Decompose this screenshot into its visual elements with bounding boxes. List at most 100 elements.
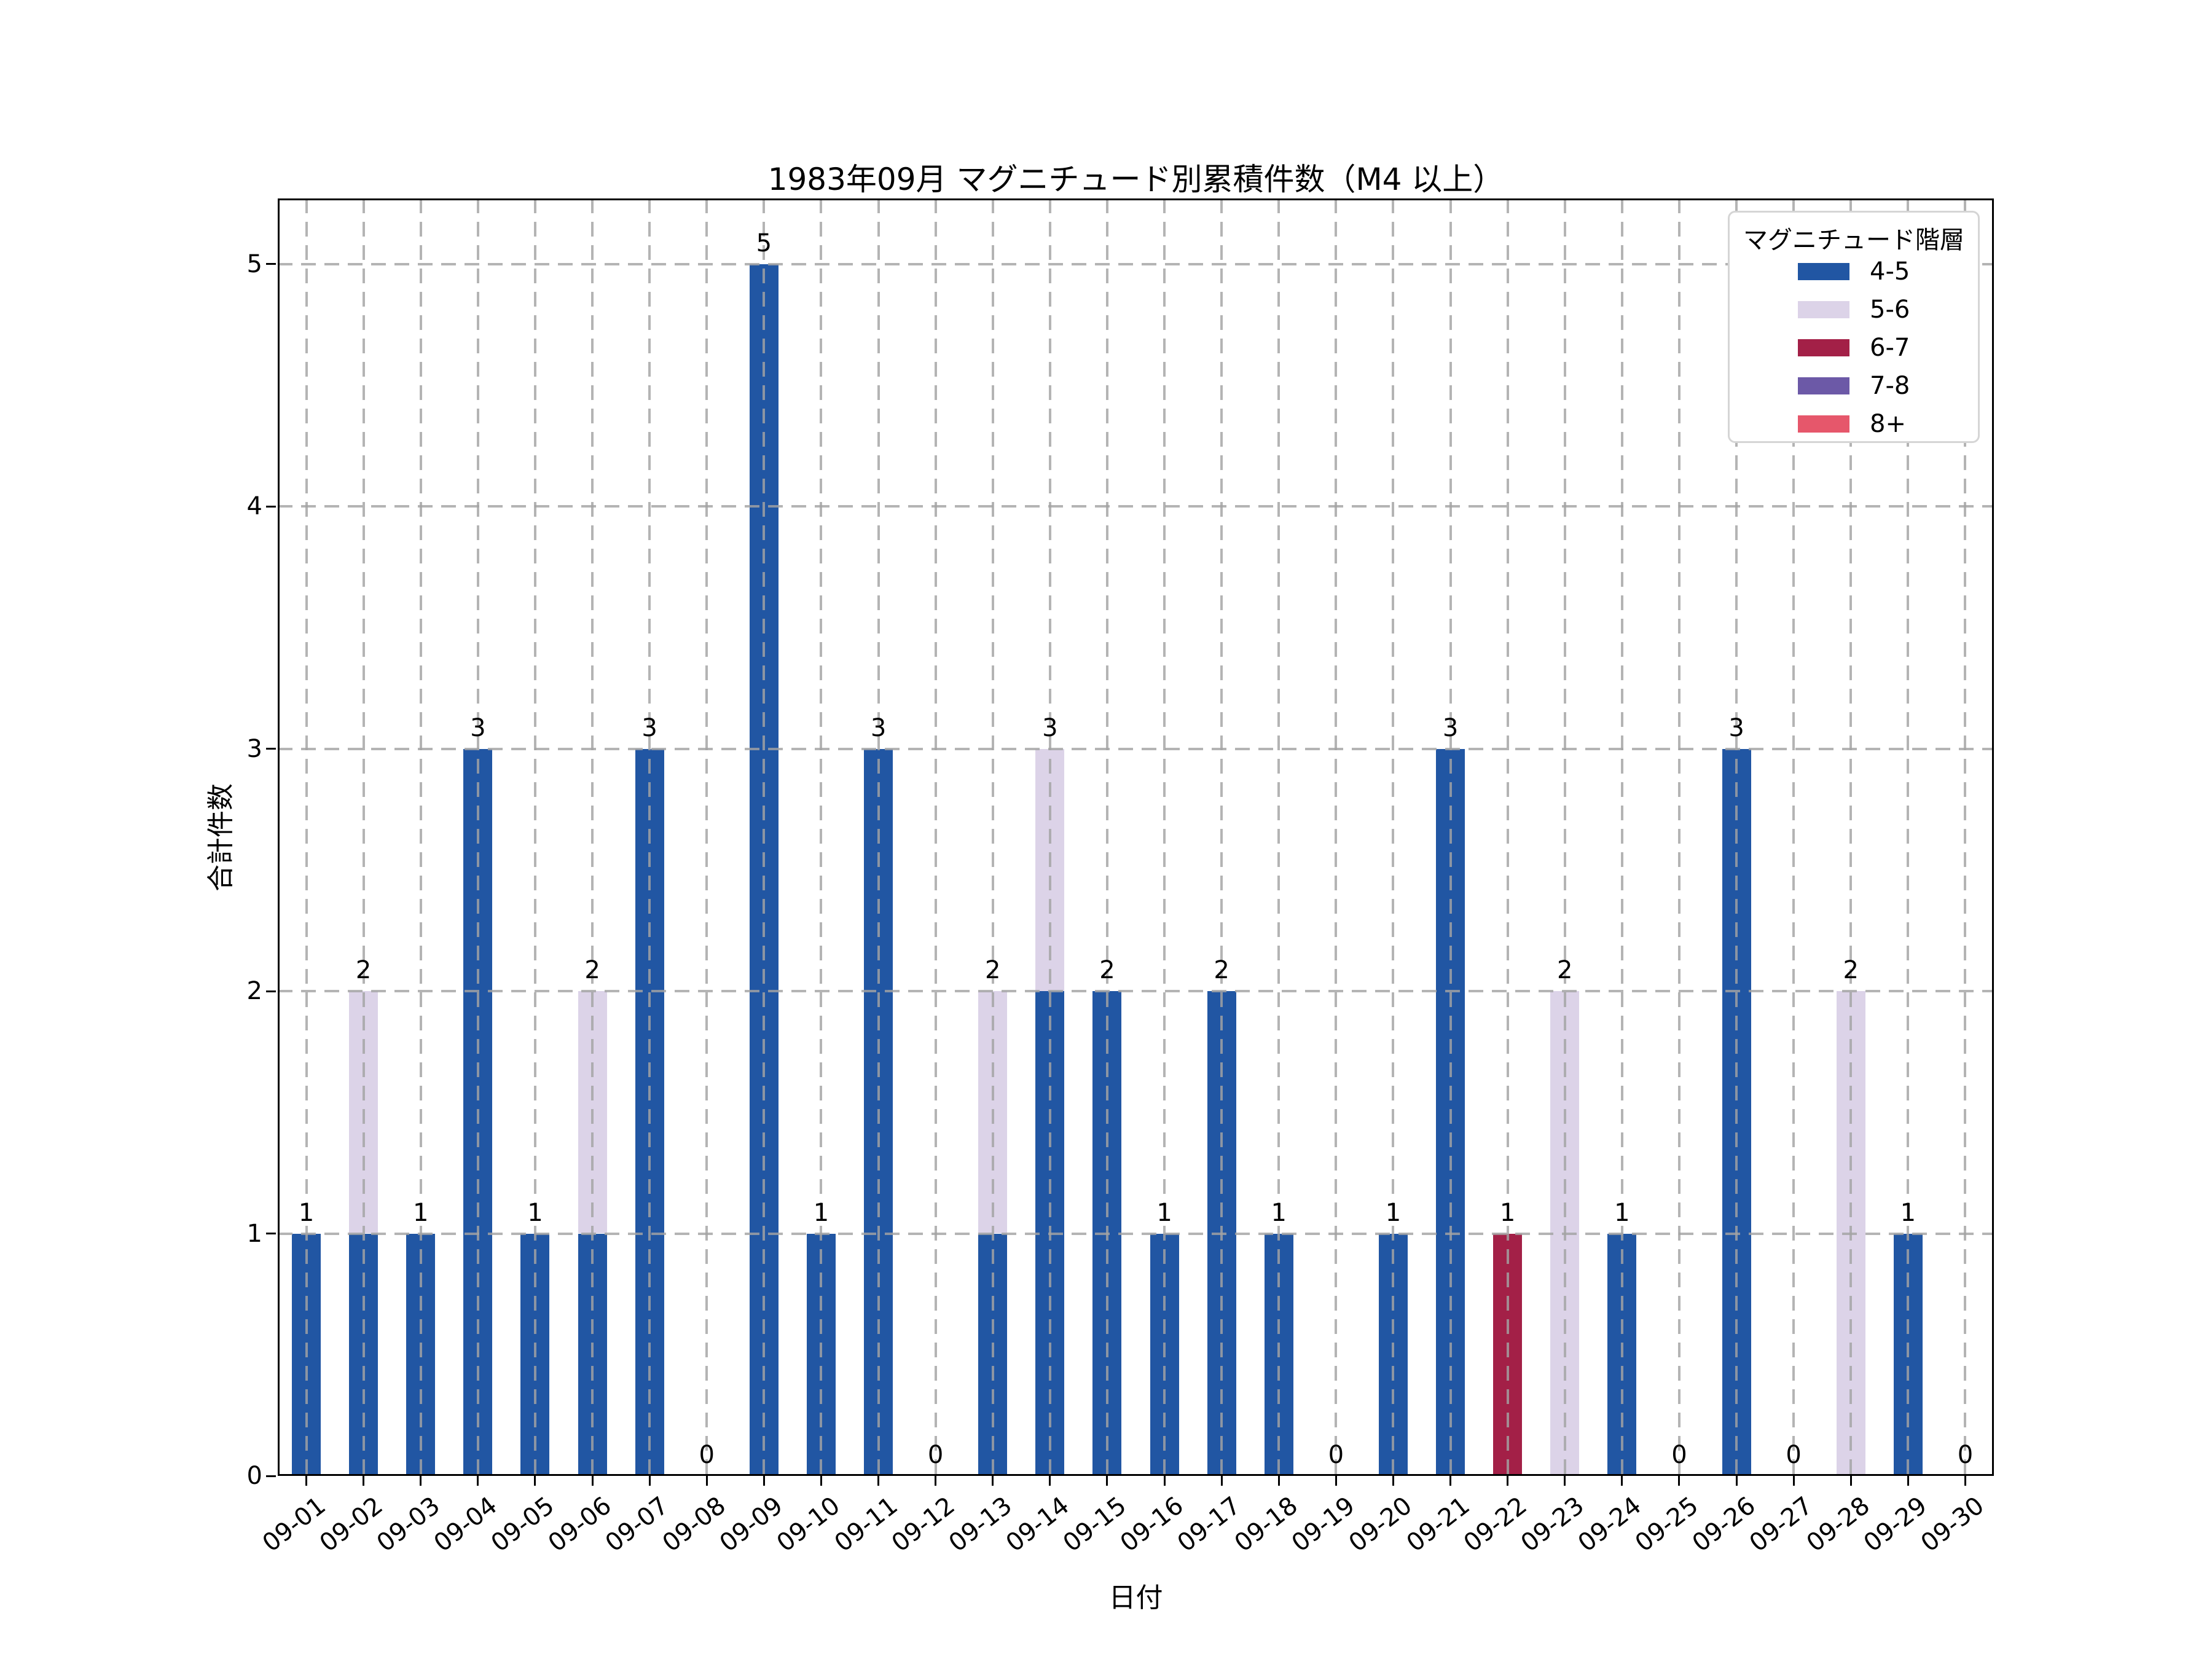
gridline-vertical-09-30 (1964, 198, 1967, 1476)
bar-total-label-09-15: 2 (1099, 956, 1115, 984)
bar-total-label-09-25: 0 (1671, 1441, 1687, 1469)
gridline-vertical-09-16 (1163, 198, 1166, 1476)
y-tick-label-3: 3 (246, 734, 262, 763)
gridline-vertical-09-23 (1563, 198, 1566, 1476)
x-tick-mark-09-06 (591, 1476, 594, 1486)
gridline-horizontal-1 (278, 1232, 1994, 1235)
gridline-vertical-09-08 (705, 198, 708, 1476)
bar-total-label-09-24: 1 (1614, 1198, 1630, 1227)
legend-label-7-8: 7-8 (1870, 372, 1910, 400)
bar-total-label-09-23: 2 (1557, 956, 1573, 984)
x-tick-mark-09-09 (763, 1476, 765, 1486)
x-tick-mark-09-14 (1049, 1476, 1051, 1486)
y-tick-label-2: 2 (246, 977, 262, 1005)
y-tick-mark-4 (266, 505, 276, 508)
x-tick-mark-09-25 (1678, 1476, 1681, 1486)
legend-swatch-5-6 (1798, 301, 1849, 318)
gridline-horizontal-4 (278, 505, 1994, 508)
gridline-vertical-09-07 (648, 198, 651, 1476)
legend-label-5-6: 5-6 (1870, 296, 1910, 324)
legend-title: マグニチュード階層 (1743, 226, 1964, 254)
y-tick-label-1: 1 (246, 1219, 262, 1248)
bar-total-label-09-17: 2 (1214, 956, 1230, 984)
bar-total-label-09-26: 3 (1728, 713, 1744, 742)
legend-swatch-6-7 (1798, 339, 1849, 356)
gridline-vertical-09-02 (362, 198, 365, 1476)
x-tick-mark-09-15 (1106, 1476, 1108, 1486)
x-tick-mark-09-07 (648, 1476, 651, 1486)
y-axis-label: 合計件数 (205, 783, 237, 892)
y-tick-mark-5 (266, 263, 276, 265)
gridline-vertical-09-14 (1048, 198, 1051, 1476)
x-tick-mark-09-08 (705, 1476, 708, 1486)
gridline-vertical-09-19 (1335, 198, 1338, 1476)
bar-total-label-09-18: 1 (1271, 1198, 1287, 1227)
bar-total-label-09-29: 1 (1900, 1198, 1916, 1227)
gridline-vertical-09-01 (305, 198, 308, 1476)
legend: マグニチュード階層 4-5 5-6 6-7 7-8 8+ (1728, 211, 1980, 443)
gridline-vertical-09-17 (1220, 198, 1223, 1476)
gridline-vertical-09-27 (1792, 198, 1795, 1476)
y-tick-mark-3 (266, 748, 276, 750)
bar-total-label-09-13: 2 (985, 956, 1001, 984)
legend-swatch-4-5 (1798, 263, 1849, 280)
bar-total-label-09-08: 0 (699, 1441, 715, 1469)
x-tick-mark-09-12 (935, 1476, 937, 1486)
x-tick-mark-09-10 (820, 1476, 822, 1486)
gridline-vertical-09-11 (877, 198, 880, 1476)
gridline-vertical-09-09 (763, 198, 766, 1476)
x-tick-mark-09-18 (1277, 1476, 1280, 1486)
x-tick-mark-09-23 (1564, 1476, 1566, 1486)
x-tick-mark-09-19 (1335, 1476, 1337, 1486)
bar-total-label-09-03: 1 (413, 1198, 429, 1227)
gridline-vertical-09-12 (934, 198, 937, 1476)
gridline-vertical-09-20 (1392, 198, 1395, 1476)
x-tick-mark-09-03 (420, 1476, 422, 1486)
bar-total-label-09-30: 0 (1957, 1441, 1974, 1469)
bar-total-label-09-27: 0 (1786, 1441, 1802, 1469)
bar-total-label-09-02: 2 (355, 956, 372, 984)
y-tick-label-4: 4 (246, 492, 262, 520)
x-tick-mark-09-16 (1163, 1476, 1166, 1486)
bar-total-label-09-12: 0 (927, 1441, 944, 1469)
y-tick-mark-2 (266, 990, 276, 992)
x-tick-mark-09-26 (1735, 1476, 1738, 1486)
x-tick-mark-09-02 (363, 1476, 365, 1486)
gridline-vertical-09-10 (820, 198, 823, 1476)
x-tick-mark-09-13 (992, 1476, 994, 1486)
gridline-vertical-09-04 (476, 198, 479, 1476)
bar-total-label-09-14: 3 (1042, 713, 1058, 742)
x-tick-mark-09-30 (1964, 1476, 1966, 1486)
bar-total-label-09-28: 2 (1843, 956, 1859, 984)
bar-total-label-09-22: 1 (1499, 1198, 1516, 1227)
gridline-horizontal-3 (278, 747, 1994, 750)
x-tick-mark-09-21 (1449, 1476, 1452, 1486)
x-tick-mark-09-05 (534, 1476, 536, 1486)
bar-total-label-09-04: 3 (470, 713, 486, 742)
gridline-vertical-09-22 (1506, 198, 1509, 1476)
bar-total-label-09-07: 3 (641, 713, 657, 742)
gridline-horizontal-2 (278, 990, 1994, 992)
gridline-vertical-09-13 (991, 198, 994, 1476)
gridline-vertical-09-03 (419, 198, 422, 1476)
gridline-vertical-09-18 (1277, 198, 1281, 1476)
y-tick-label-0: 0 (246, 1462, 262, 1490)
x-tick-mark-09-24 (1621, 1476, 1623, 1486)
bar-total-label-09-19: 0 (1328, 1441, 1344, 1469)
bar-total-label-09-11: 3 (870, 713, 887, 742)
chart-title: 1983年09月 マグニチュード別累積件数（M4 以上） (767, 162, 1504, 197)
gridline-horizontal-5 (278, 262, 1994, 265)
x-tick-mark-09-17 (1220, 1476, 1223, 1486)
bar-total-label-09-05: 1 (527, 1198, 543, 1227)
x-tick-mark-09-22 (1507, 1476, 1509, 1486)
y-tick-label-5: 5 (246, 249, 262, 278)
bar-total-label-09-16: 1 (1156, 1198, 1172, 1227)
x-tick-mark-09-01 (305, 1476, 308, 1486)
bar-total-label-09-06: 2 (584, 956, 600, 984)
legend-swatch-7-8 (1798, 377, 1849, 394)
gridline-vertical-09-26 (1735, 198, 1738, 1476)
bar-total-label-09-10: 1 (813, 1198, 830, 1227)
bar-total-label-09-01: 1 (298, 1198, 315, 1227)
x-tick-mark-09-11 (877, 1476, 880, 1486)
